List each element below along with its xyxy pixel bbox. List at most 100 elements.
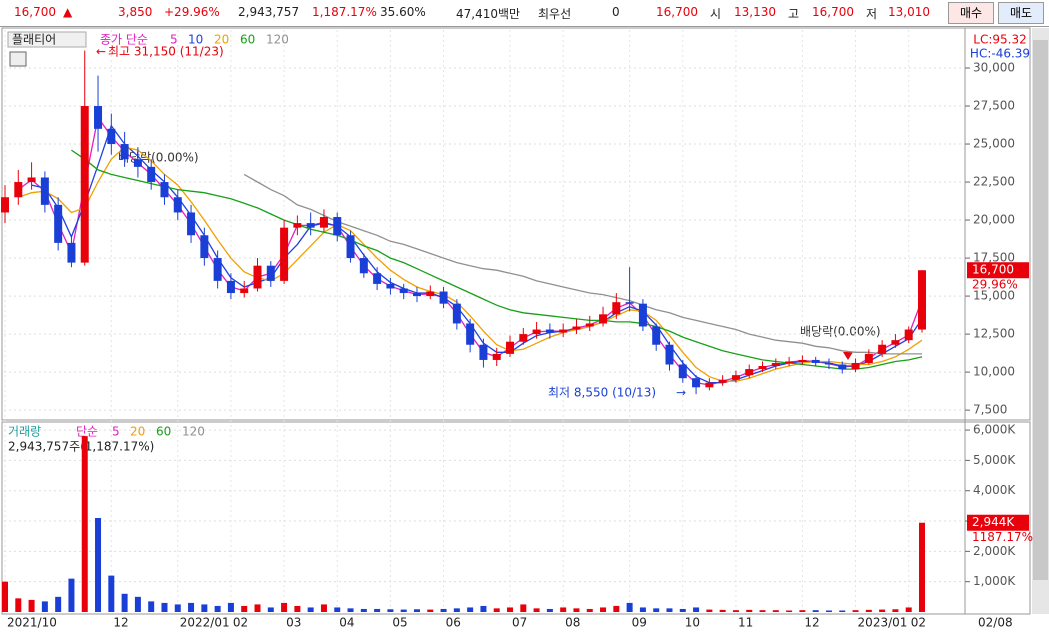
candle-body: [107, 128, 116, 145]
x-end-label: 02/08: [978, 616, 1013, 630]
candle-body: [612, 302, 621, 315]
volume-bar: [879, 609, 886, 612]
dividend-label: 배당락(0.00%): [800, 325, 881, 339]
volume-bar: [759, 610, 766, 612]
candle-body: [731, 375, 740, 380]
volume-bar: [188, 602, 195, 612]
candle-body: [652, 326, 661, 345]
y-tick-label: 22,500: [973, 175, 1015, 189]
volume-legend-sub: 단순: [76, 425, 98, 439]
candle-body: [692, 378, 701, 388]
best-label: 최우선: [538, 7, 572, 21]
volume-bar: [241, 605, 248, 612]
volume-panel: [1, 421, 1031, 615]
ticker-bar: 16,700 ▲ 3,850 +29.96% 2,943,757 1,187.1…: [0, 0, 1049, 27]
volume-bar: [772, 610, 779, 612]
sell-button[interactable]: 매도: [998, 2, 1044, 24]
up-arrow: ▲: [63, 5, 73, 19]
volume-bar: [95, 518, 102, 612]
y-tick-label: 1,000K: [973, 574, 1016, 588]
candle-body: [359, 258, 368, 274]
ask: 16,700: [656, 5, 698, 19]
candle-body: [745, 369, 754, 376]
last-price-tag: [967, 262, 1029, 279]
candle-body: [280, 227, 289, 281]
x-tick-label: 02: [233, 616, 248, 630]
candle-body: [864, 353, 873, 363]
legend-entry: 10: [188, 33, 203, 47]
low: 13,010: [888, 5, 930, 19]
volume-bar: [613, 605, 620, 612]
candle-body: [904, 329, 913, 341]
x-tick-label: 06: [446, 616, 461, 630]
open-label: 시: [710, 7, 722, 21]
candle-body: [147, 166, 156, 183]
volume-bar: [520, 604, 527, 612]
x-tick-label: 11: [738, 616, 753, 630]
candle-body: [306, 223, 315, 228]
buy-button[interactable]: 매수: [948, 2, 994, 24]
volume-bar: [825, 610, 832, 612]
candle-body: [785, 361, 794, 363]
volume-bar: [746, 609, 753, 612]
volume-bar: [626, 602, 633, 612]
volume-bar: [586, 608, 593, 612]
candle-body: [891, 340, 900, 345]
candle-body: [293, 223, 302, 228]
y-tick-label: 7,500: [973, 403, 1007, 417]
candle-body: [399, 288, 408, 294]
best-value: 0: [612, 5, 620, 19]
volume-bar: [387, 609, 394, 612]
candle-body: [54, 204, 63, 243]
volume-bar: [201, 604, 208, 612]
volume-bar: [254, 604, 261, 612]
price: 16,700: [14, 5, 56, 19]
ma-line: [18, 146, 923, 382]
volume-summary: 2,943,757주(1,187.17%): [8, 440, 154, 454]
ma-line: [243, 173, 922, 355]
legend-entry: 120: [266, 33, 289, 47]
candle-body: [878, 344, 887, 354]
volume-bar: [679, 608, 686, 612]
volume-bar: [480, 605, 487, 612]
volume-bar: [281, 602, 288, 612]
legend-entry: 5: [170, 33, 178, 47]
candle-body: [678, 364, 687, 379]
candle-body: [226, 280, 235, 294]
volume-bar: [15, 598, 22, 612]
candle-body: [918, 270, 926, 330]
candle-body: [386, 283, 395, 289]
candle-body: [373, 273, 382, 284]
high-label: 최고 31,150 (11/23): [108, 45, 224, 59]
volume-bar: [161, 602, 168, 612]
volume-bar: [227, 602, 234, 612]
ma-line: [71, 149, 923, 370]
volume-bar: [453, 608, 460, 612]
indicator-hc: HC:-46.39: [970, 47, 1030, 61]
candle-body: [67, 242, 76, 263]
candle-body: [452, 303, 461, 324]
volume-bar: [892, 609, 899, 612]
candle-body: [200, 235, 209, 259]
y-tick-label: 6,000K: [973, 423, 1016, 437]
change: 3,850: [118, 5, 153, 19]
legend-title: 종가 단순: [100, 33, 148, 47]
volume-bar: [507, 607, 514, 612]
candle-body: [492, 353, 501, 360]
calc-icon[interactable]: [9, 51, 27, 67]
candle-body: [771, 362, 780, 367]
volume-bar: [852, 610, 859, 612]
x-tick-label: 2022/01: [180, 616, 230, 630]
candle-body: [758, 366, 767, 370]
candle-body: [824, 362, 833, 365]
volume-bar: [400, 609, 407, 612]
scroll-thumb[interactable]: [1033, 40, 1048, 580]
volume-bar: [334, 607, 341, 612]
volume-bar: [55, 596, 62, 612]
x-tick-label: 07: [512, 616, 527, 630]
x-tick-label: 10: [685, 616, 700, 630]
volume-bar: [121, 593, 128, 612]
candle-body: [851, 362, 860, 370]
legend-entry: 20: [130, 425, 145, 439]
high-label: 고: [788, 7, 800, 21]
